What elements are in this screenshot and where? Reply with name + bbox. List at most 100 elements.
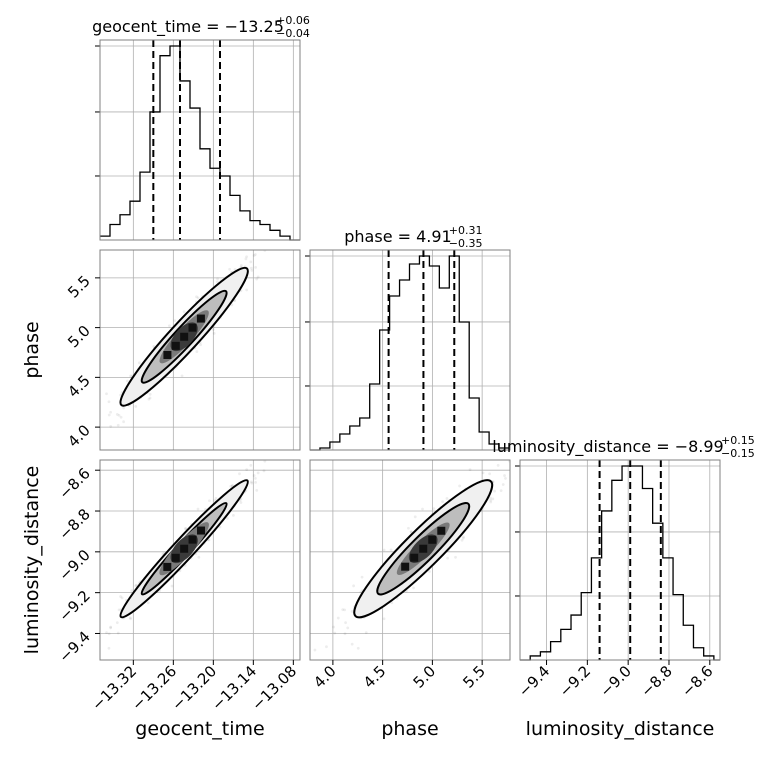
sample-point xyxy=(250,268,254,272)
sample-point xyxy=(432,507,436,511)
sample-point xyxy=(325,645,328,649)
title-median: 4.91 xyxy=(416,227,452,246)
y-tick-label-luminosity_distance-2: −9.0 xyxy=(55,546,93,584)
panel-frame-geocent_time xyxy=(99,39,301,241)
sample-point xyxy=(493,489,496,493)
sample-point xyxy=(213,499,217,502)
sample-point xyxy=(170,584,174,588)
y-tick-label-luminosity_distance-0: −9.4 xyxy=(55,628,93,666)
sample-point xyxy=(504,477,507,480)
x-tick-label-phase-1: 4.5 xyxy=(360,662,390,692)
density-peak xyxy=(428,535,437,544)
sample-point xyxy=(115,621,119,625)
sample-point xyxy=(148,396,152,400)
sample-point xyxy=(168,324,171,328)
sample-point xyxy=(117,608,121,612)
sample-point xyxy=(253,477,257,480)
sample-point xyxy=(207,499,211,503)
panel-frame-geocent_time-luminosity_distance xyxy=(99,459,301,661)
sample-point xyxy=(135,583,138,587)
sample-point xyxy=(252,474,256,477)
sample-point xyxy=(95,643,98,646)
sample-point xyxy=(195,350,199,353)
sample-point xyxy=(195,295,198,299)
sample-point xyxy=(313,648,317,652)
y-tick-label-phase-1: 4.5 xyxy=(64,371,94,401)
sample-point xyxy=(199,343,203,347)
sample-point xyxy=(343,608,347,612)
sample-point xyxy=(266,245,269,248)
sample-point xyxy=(382,617,386,621)
sample-point xyxy=(214,497,218,500)
y-tick-label-phase-3: 5.5 xyxy=(64,272,94,302)
sample-point xyxy=(109,410,113,414)
title-prefix: geocent_time = xyxy=(92,17,225,37)
sample-point xyxy=(122,420,126,424)
sample-point xyxy=(107,400,111,404)
sample-point xyxy=(499,489,503,493)
sample-point xyxy=(146,601,150,605)
sample-point xyxy=(109,626,113,630)
density-peak xyxy=(419,544,428,553)
sample-point xyxy=(517,469,520,472)
sample-point xyxy=(128,616,132,620)
sample-point xyxy=(343,632,347,636)
scatter-panel-phase-vs-luminosity_distance xyxy=(309,459,520,661)
sample-point xyxy=(421,507,424,511)
x-tick-label-luminosity_distance-3: −8.8 xyxy=(637,662,675,700)
sample-point xyxy=(244,257,248,261)
x-tick-label-luminosity_distance-0: −9.4 xyxy=(515,662,553,700)
diag-panel-luminosity_distance: luminosity_distance = −8.99+0.15−0.15 xyxy=(492,434,755,661)
sample-point xyxy=(332,625,335,629)
sample-point xyxy=(107,632,111,636)
x-axis-luminosity_distance: −9.4 −9.2 −9.0 −8.8 −8.6 luminosity_distance xyxy=(515,660,717,740)
sample-point xyxy=(356,646,360,650)
panel-frame-phase xyxy=(309,249,511,451)
sample-point xyxy=(350,642,354,646)
title-upper-error-geocent_time: +0.06 xyxy=(276,14,310,27)
sample-point xyxy=(503,474,506,477)
density-peak xyxy=(163,350,172,359)
title-upper-error-luminosity_distance: +0.15 xyxy=(721,434,755,447)
sample-point xyxy=(134,584,138,588)
sample-point xyxy=(129,374,132,378)
sample-point xyxy=(125,379,129,383)
sample-point xyxy=(413,515,417,519)
sample-point xyxy=(496,463,500,467)
density-peak xyxy=(188,323,197,332)
panel-content-geocent_time-luminosity_distance xyxy=(95,460,300,660)
sample-point xyxy=(468,468,472,472)
sample-point xyxy=(489,498,493,502)
sample-point xyxy=(119,415,123,419)
scatter-panel-geocent_time-vs-luminosity_distance xyxy=(95,459,301,661)
sample-point xyxy=(481,471,485,475)
sample-point xyxy=(254,265,258,269)
x-tick-label-luminosity_distance-2: −9.0 xyxy=(596,662,634,700)
title-median: −8.99 xyxy=(675,437,724,456)
sample-point xyxy=(184,527,187,530)
x-axis-label-phase: phase xyxy=(381,718,438,740)
panel-frame-geocent_time-phase xyxy=(99,249,301,451)
sample-point xyxy=(115,413,119,416)
panel-title-phase: phase = 4.91 xyxy=(344,227,451,246)
sample-point xyxy=(460,538,464,542)
density-peak xyxy=(180,332,189,341)
x-axis-phase: 4.0 4.5 5.0 5.5 phase xyxy=(310,660,489,740)
sample-point xyxy=(489,496,492,500)
sample-point xyxy=(95,432,98,435)
x-tick-label-phase-3: 5.5 xyxy=(459,662,489,692)
y-tick-label-phase-2: 5.0 xyxy=(64,322,94,352)
title-lower-error-geocent_time: −0.04 xyxy=(276,27,310,40)
sample-point xyxy=(119,595,122,598)
x-tick-label-geocent_time-4: −13.08 xyxy=(248,662,300,714)
y-tick-label-luminosity_distance-1: −9.2 xyxy=(55,587,93,625)
y-tick-label-luminosity_distance-4: −8.6 xyxy=(55,464,93,502)
sample-point xyxy=(250,481,254,485)
title-lower-error-phase: −0.35 xyxy=(449,237,483,250)
sample-point xyxy=(218,525,222,529)
sample-point xyxy=(344,621,347,625)
sample-point xyxy=(446,556,450,560)
sample-point xyxy=(245,468,249,472)
sample-point xyxy=(249,480,253,484)
